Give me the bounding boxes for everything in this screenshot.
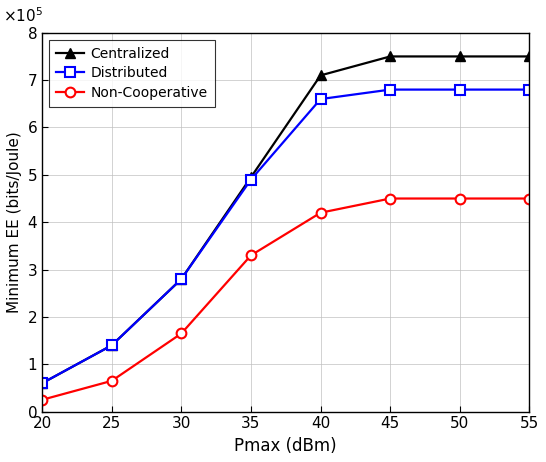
Non-Cooperative	[178, 331, 185, 336]
Distributed	[178, 276, 185, 282]
Non-Cooperative	[109, 378, 115, 383]
Non-Cooperative	[39, 397, 45, 402]
Text: $\times 10^5$: $\times 10^5$	[3, 6, 43, 25]
Non-Cooperative	[526, 196, 533, 201]
Non-Cooperative	[317, 210, 324, 215]
Non-Cooperative	[248, 253, 254, 258]
Non-Cooperative	[456, 196, 463, 201]
Centralized	[39, 380, 45, 386]
Centralized	[387, 54, 394, 59]
Legend: Centralized, Distributed, Non-Cooperative: Centralized, Distributed, Non-Cooperativ…	[49, 40, 215, 107]
Non-Cooperative	[387, 196, 394, 201]
X-axis label: Pmax (dBm): Pmax (dBm)	[234, 437, 337, 455]
Centralized	[317, 73, 324, 78]
Centralized	[456, 54, 463, 59]
Centralized	[178, 276, 185, 282]
Distributed	[526, 87, 533, 92]
Distributed	[248, 177, 254, 182]
Centralized	[526, 54, 533, 59]
Centralized	[109, 342, 115, 348]
Distributed	[317, 96, 324, 102]
Centralized	[248, 175, 254, 180]
Distributed	[109, 342, 115, 348]
Line: Centralized: Centralized	[37, 52, 535, 388]
Y-axis label: Minimum EE (bits/Joule): Minimum EE (bits/Joule)	[7, 131, 22, 313]
Distributed	[39, 380, 45, 386]
Line: Non-Cooperative: Non-Cooperative	[37, 194, 535, 405]
Distributed	[456, 87, 463, 92]
Line: Distributed: Distributed	[37, 85, 535, 388]
Distributed	[387, 87, 394, 92]
